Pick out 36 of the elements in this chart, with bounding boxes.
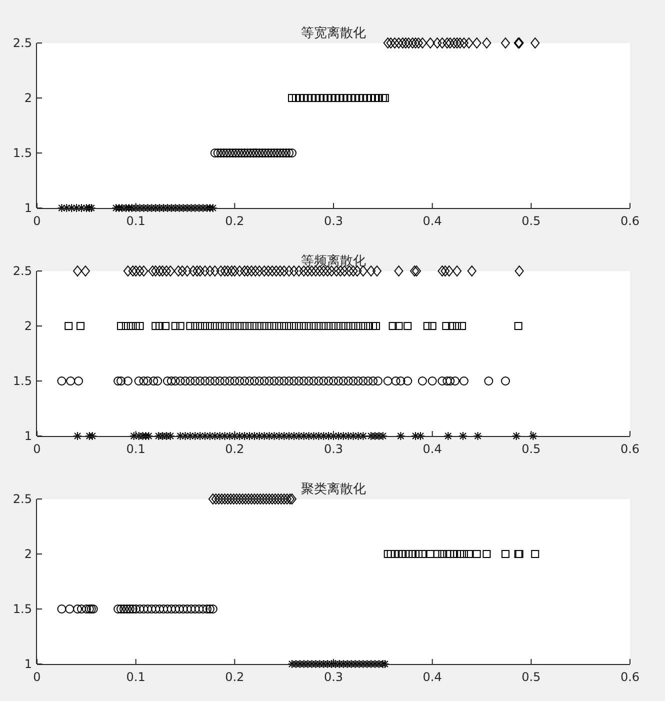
x-tick-label: 0.1 bbox=[126, 670, 146, 684]
x-tick-label: 0 bbox=[33, 214, 41, 228]
x-tick-label: 0.2 bbox=[225, 670, 244, 684]
x-tick-label: 0.3 bbox=[324, 670, 344, 684]
y-tick-label: 1 bbox=[24, 429, 32, 443]
x-tick-label: 0 bbox=[33, 442, 41, 456]
x-tick-label: 0.5 bbox=[522, 214, 541, 228]
y-tick-label: 2.5 bbox=[12, 492, 32, 506]
x-tick-label: 0.1 bbox=[126, 442, 146, 456]
y-tick-label: 2 bbox=[24, 91, 32, 105]
x-tick-label: 0.3 bbox=[324, 214, 344, 228]
x-tick-label: 0.3 bbox=[324, 442, 344, 456]
x-tick-label: 0.5 bbox=[522, 670, 541, 684]
y-tick-label: 2.5 bbox=[12, 36, 32, 50]
y-tick-label: 2.5 bbox=[12, 264, 32, 278]
y-tick-label: 2 bbox=[24, 319, 32, 333]
y-tick-label: 1.5 bbox=[12, 146, 32, 160]
chart-title: 聚类离散化 bbox=[301, 481, 366, 497]
x-tick-label: 0.6 bbox=[620, 670, 640, 684]
x-tick-label: 0.4 bbox=[422, 442, 442, 456]
y-tick-label: 1.5 bbox=[12, 602, 32, 616]
x-tick-label: 0 bbox=[33, 670, 41, 684]
x-tick-label: 0.2 bbox=[225, 214, 244, 228]
x-tick-label: 0.5 bbox=[522, 442, 541, 456]
chart-title: 等频离散化 bbox=[301, 253, 366, 269]
y-tick-label: 2 bbox=[24, 547, 32, 561]
y-tick-label: 1 bbox=[24, 201, 32, 215]
y-tick-label: 1.5 bbox=[12, 374, 32, 388]
x-tick-label: 0.6 bbox=[620, 442, 640, 456]
x-tick-label: 0.1 bbox=[126, 214, 146, 228]
x-tick-label: 0.6 bbox=[620, 214, 640, 228]
y-tick-label: 1 bbox=[24, 657, 32, 671]
chart-title: 等宽离散化 bbox=[301, 25, 366, 41]
x-tick-label: 0.4 bbox=[422, 214, 442, 228]
x-tick-label: 0.4 bbox=[422, 670, 442, 684]
x-tick-label: 0.2 bbox=[225, 442, 244, 456]
